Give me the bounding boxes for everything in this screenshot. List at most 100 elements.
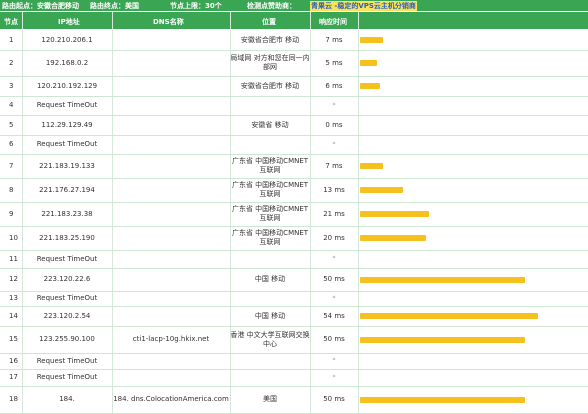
latency: 7 ms [310,154,358,178]
ip-address: 112.29.129.49 [22,115,112,135]
latency-bar [360,313,538,319]
location: 安徽省合肥市 移动 [230,76,310,96]
location: 中国 移动 [230,306,310,326]
location: 安徽省 移动 [230,115,310,135]
location: 美国 [230,386,310,413]
latency-bar-cell [358,135,588,154]
location [230,96,310,115]
latency-bar-cell [358,306,588,326]
latency: 0 ms [310,115,358,135]
latency: * [310,291,358,306]
dns-name [112,369,230,386]
latency: 13 ms [310,178,358,202]
ip-address: 221.183.25.190 [22,226,112,250]
hop-number: 17 [0,369,22,386]
column-header-dns: DNS名称 [153,17,184,27]
column-header-hop: 节点 [4,17,18,27]
hop-number: 8 [0,178,22,202]
latency-bar-cell [358,326,588,353]
dns-name [112,96,230,115]
column-header-latency: 响应时间 [319,17,347,27]
location: 广东省 中国移动CMNET 互联网 [230,202,310,226]
latency: 50 ms [310,268,358,291]
latency-bar [360,37,383,43]
dns-name [112,178,230,202]
location [230,369,310,386]
latency-bar-cell [358,226,588,250]
ip-address: Request TimeOut [22,369,112,386]
latency: * [310,96,358,115]
column-header-ip: IP地址 [58,17,80,27]
ip-address: 221.176.27.194 [22,178,112,202]
latency: * [310,250,358,268]
hop-number: 7 [0,154,22,178]
latency-bar [360,163,383,169]
ip-address: Request TimeOut [22,291,112,306]
ip-address: 221.183.23.38 [22,202,112,226]
ip-address: 120.210.192.129 [22,76,112,96]
dns-name [112,306,230,326]
ip-address: 223.120.2.54 [22,306,112,326]
latency: 5 ms [310,50,358,76]
location: 局域网 对方和您在同一内部网 [230,50,310,76]
location: 广东省 中国移动CMNET 互联网 [230,178,310,202]
latency: 50 ms [310,326,358,353]
latency-bar-cell [358,115,588,135]
latency-bar [360,235,426,241]
location: 中国 移动 [230,268,310,291]
ip-address: 120.210.206.1 [22,30,112,50]
ip-address: Request TimeOut [22,250,112,268]
location: 安徽省合肥市 移动 [230,30,310,50]
latency: 7 ms [310,30,358,50]
route-source: 路由起点：安徽合肥移动 [2,1,79,11]
latency-bar-cell [358,291,588,306]
latency: * [310,135,358,154]
hop-number: 2 [0,50,22,76]
dns-name [112,76,230,96]
latency: 21 ms [310,202,358,226]
hop-number: 15 [0,326,22,353]
latency-bar-cell [358,386,588,413]
dns-name [112,250,230,268]
latency-bar-cell [358,50,588,76]
dns-name [112,268,230,291]
dns-name [112,291,230,306]
dns-name [112,30,230,50]
ip-address: Request TimeOut [22,135,112,154]
trace-summary-bar: 路由起点：安徽合肥移动 路由终点：美国 节点上限：30个 检测点赞助商： 青果云… [0,0,588,11]
ip-address: Request TimeOut [22,353,112,369]
table-header: 节点 IP地址 DNS名称 位置 响应时间 [0,12,588,29]
latency: 54 ms [310,306,358,326]
latency-bar-cell [358,353,588,369]
hop-number: 12 [0,268,22,291]
dns-name: cti1-lacp-10g.hkix.net [112,326,230,353]
hop-number: 3 [0,76,22,96]
latency-bar [360,83,380,89]
ip-address: Request TimeOut [22,96,112,115]
latency-bar-cell [358,369,588,386]
dns-name [112,202,230,226]
latency-bar [360,397,525,403]
location [230,250,310,268]
ip-address: 192.168.0.2 [22,50,112,76]
hop-number: 18 [0,386,22,413]
sponsor-link[interactable]: 青果云 -稳定的VPS云主机分销商 [310,1,417,11]
latency: 6 ms [310,76,358,96]
dns-name [112,115,230,135]
dns-name [112,50,230,76]
